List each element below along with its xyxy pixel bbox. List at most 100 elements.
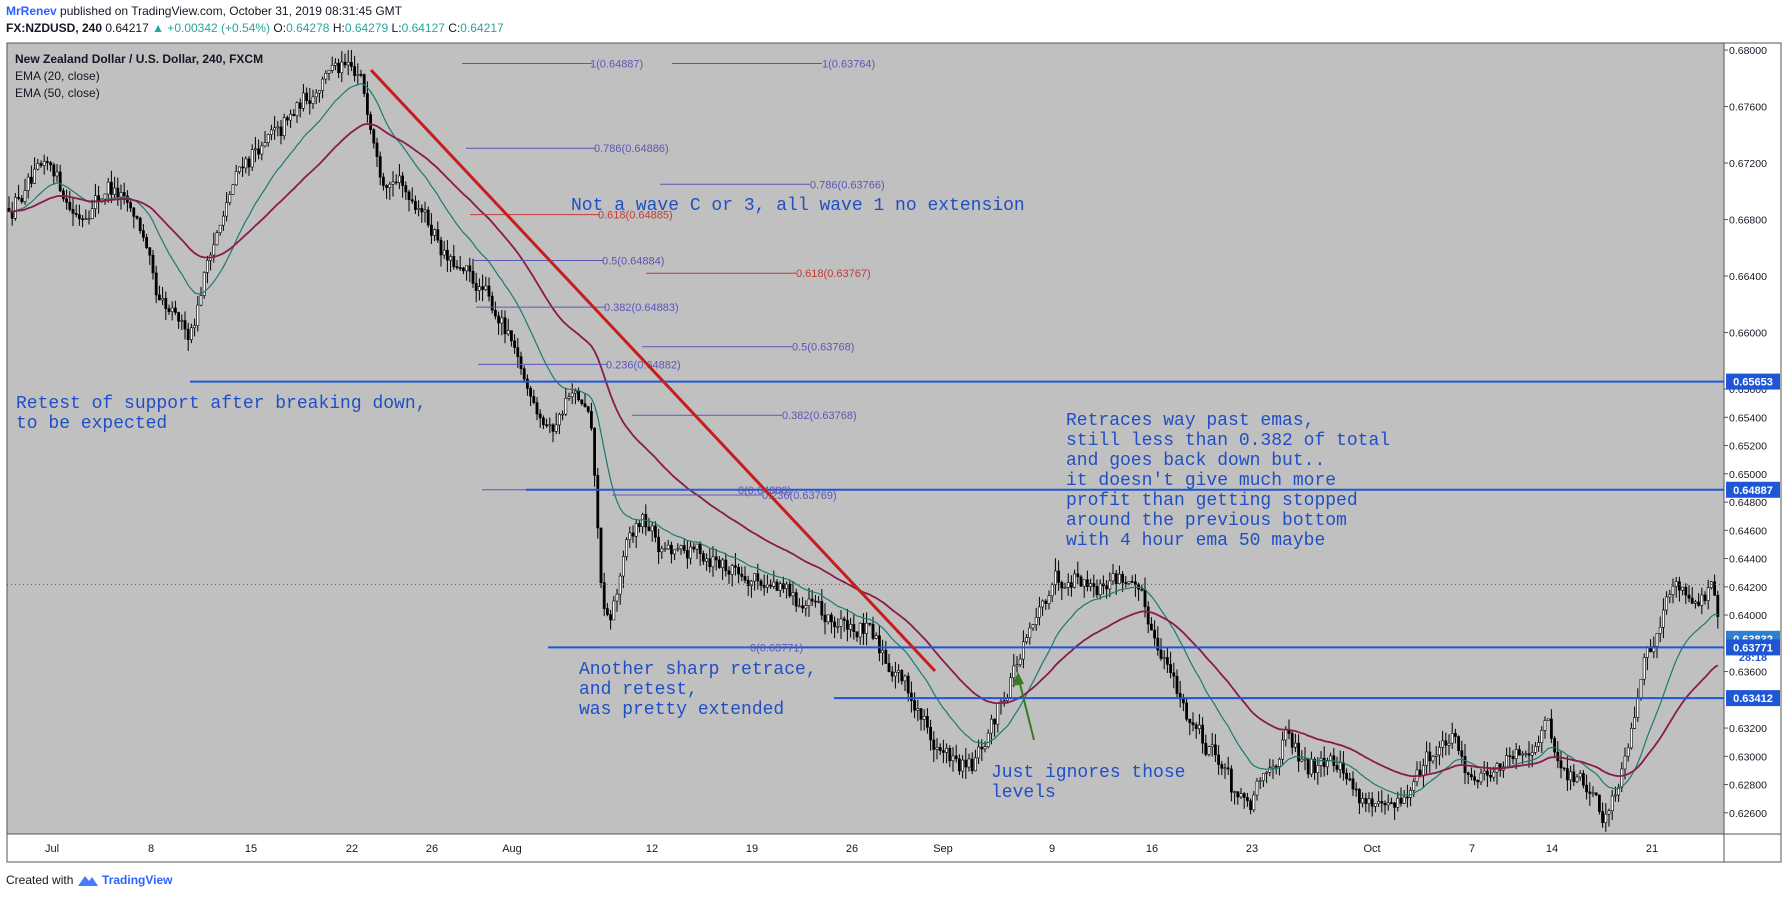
candle-body bbox=[845, 620, 849, 630]
candle-body bbox=[772, 581, 776, 587]
high-value: 0.64279 bbox=[344, 21, 389, 35]
candle-body bbox=[1562, 767, 1566, 770]
candle-body bbox=[756, 573, 760, 582]
candle-body bbox=[1194, 724, 1198, 730]
candle-body bbox=[158, 294, 161, 301]
candle-body bbox=[1185, 702, 1189, 720]
low-label: L: bbox=[391, 21, 402, 35]
price-tick-label: 0.62800 bbox=[1729, 780, 1767, 792]
candle-body bbox=[625, 539, 629, 557]
candle-body bbox=[493, 309, 497, 317]
candle-body bbox=[570, 392, 574, 398]
candle-body bbox=[906, 675, 910, 694]
candle-body bbox=[1390, 802, 1393, 805]
candle-body bbox=[673, 549, 677, 555]
candle-body bbox=[471, 270, 475, 284]
candle-body bbox=[132, 207, 136, 217]
price-tick-label: 0.64200 bbox=[1729, 582, 1767, 594]
candle-body bbox=[1201, 724, 1205, 744]
candle-body bbox=[957, 758, 961, 772]
candle-body bbox=[42, 161, 46, 166]
candle-body bbox=[1601, 811, 1605, 824]
candle-body bbox=[1383, 802, 1387, 806]
candle-body bbox=[641, 514, 645, 527]
candle-body bbox=[1575, 776, 1579, 783]
candle-body bbox=[68, 202, 72, 210]
candle-body bbox=[1268, 767, 1272, 773]
candle-body bbox=[65, 198, 69, 203]
candle-body bbox=[1025, 637, 1029, 643]
candle-body bbox=[580, 399, 584, 405]
time-tick-label: 12 bbox=[646, 843, 658, 855]
candle-body bbox=[1047, 595, 1051, 605]
footer-brand[interactable]: TradingView bbox=[102, 873, 173, 887]
candle-body bbox=[474, 283, 478, 291]
candle-body bbox=[925, 715, 929, 728]
candle-body bbox=[1063, 587, 1067, 589]
candle-body bbox=[404, 185, 408, 193]
candle-body bbox=[599, 527, 603, 583]
candle-body bbox=[327, 70, 331, 74]
candle-body bbox=[212, 244, 216, 256]
candle-body bbox=[1582, 773, 1585, 786]
candle-body bbox=[55, 171, 59, 177]
footer: Created with TradingView bbox=[6, 873, 173, 887]
candle-body bbox=[190, 327, 193, 340]
candle-body bbox=[417, 207, 421, 210]
candle-body bbox=[340, 61, 344, 74]
candle-body bbox=[1118, 573, 1121, 584]
candle-body bbox=[698, 543, 702, 554]
candle-body bbox=[477, 286, 481, 291]
candle-body bbox=[1694, 601, 1697, 604]
candle-body bbox=[877, 635, 881, 654]
candle-body bbox=[1594, 792, 1598, 796]
candle-body bbox=[1303, 758, 1307, 761]
candle-body bbox=[561, 413, 565, 416]
candle-body bbox=[1031, 624, 1035, 629]
candle-body bbox=[247, 158, 251, 168]
arrow-head-icon bbox=[1012, 672, 1024, 686]
candle-body bbox=[135, 216, 139, 219]
candle-body bbox=[1143, 589, 1147, 608]
candle-body bbox=[1482, 770, 1486, 774]
candle-body bbox=[1662, 609, 1665, 628]
candle-body bbox=[254, 148, 257, 151]
candle-body bbox=[1066, 582, 1070, 588]
candle-body bbox=[1316, 765, 1320, 774]
candle-body bbox=[129, 202, 133, 209]
candle-body bbox=[1038, 606, 1041, 618]
candle-body bbox=[1678, 581, 1681, 591]
candle-body bbox=[778, 583, 782, 591]
candle-body bbox=[17, 197, 21, 199]
candle-body bbox=[1566, 768, 1569, 781]
candle-body bbox=[858, 622, 862, 638]
candle-body bbox=[1569, 771, 1573, 781]
candle-body bbox=[842, 618, 846, 621]
candle-body bbox=[621, 556, 625, 577]
candle-body bbox=[1457, 736, 1461, 751]
candle-body bbox=[1530, 752, 1534, 756]
candle-body bbox=[1217, 754, 1221, 765]
candle-body bbox=[1396, 797, 1400, 808]
candle-body bbox=[705, 558, 709, 562]
price-axis-label: 0.65653 bbox=[1733, 377, 1773, 389]
candle-body bbox=[138, 217, 142, 231]
fib-left-level-label: 0.5(0.64884) bbox=[602, 256, 664, 268]
candle-body bbox=[849, 624, 853, 630]
price-tick-label: 0.62600 bbox=[1729, 808, 1767, 820]
publish-info: published on TradingView.com, October 31… bbox=[56, 4, 403, 18]
price-axis-label-bg bbox=[1726, 481, 1780, 498]
candle-body bbox=[282, 117, 286, 136]
candle-body bbox=[1470, 774, 1473, 778]
candle-body bbox=[1252, 794, 1256, 811]
candle-body bbox=[458, 267, 462, 269]
candle-body bbox=[881, 649, 885, 654]
fib-right-level-label: 0.5(0.63768) bbox=[792, 342, 854, 354]
candle-body bbox=[573, 390, 577, 394]
candle-body bbox=[1668, 594, 1672, 598]
candle-body bbox=[1610, 795, 1614, 812]
candle-body bbox=[1335, 765, 1339, 770]
candle-body bbox=[829, 614, 833, 623]
author-link[interactable]: MrRenev bbox=[6, 4, 57, 18]
